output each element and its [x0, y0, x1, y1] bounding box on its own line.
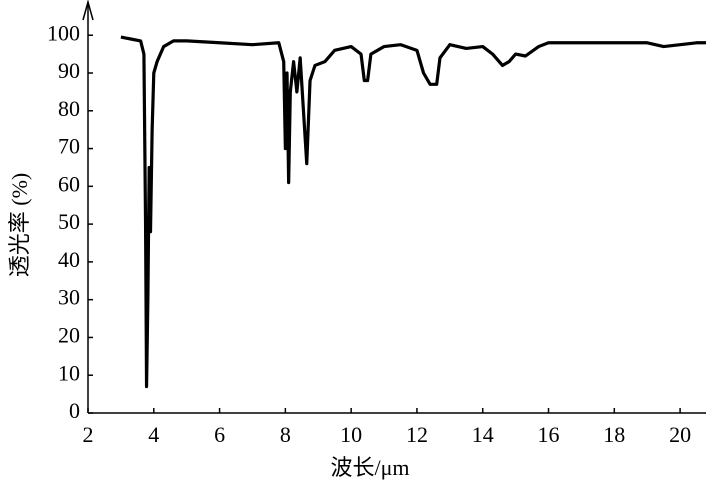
y-tick-label: 20	[58, 322, 80, 347]
y-tick-label: 40	[58, 247, 80, 272]
y-tick-label: 100	[47, 20, 80, 45]
x-tick-label: 10	[340, 422, 362, 447]
x-tick-label: 2	[83, 422, 94, 447]
y-axis-arrow	[82, 0, 94, 21]
spectrum-line	[120, 35, 706, 389]
y-tick-label: 60	[58, 171, 80, 196]
y-tick-label: 80	[58, 96, 80, 121]
x-tick-label: 6	[214, 422, 225, 447]
y-axis-label: 透光率 (%)	[7, 173, 32, 277]
x-tick-label: 4	[148, 422, 159, 447]
x-tick-label: 20	[669, 422, 691, 447]
y-tick-label: 10	[58, 360, 80, 385]
y-tick-label: 70	[58, 134, 80, 159]
y-tick-label: 30	[58, 285, 80, 310]
x-tick-label: 12	[406, 422, 428, 447]
y-tick-label: 0	[69, 398, 80, 423]
y-tick-label: 50	[58, 209, 80, 234]
x-tick-label: 14	[472, 422, 494, 447]
x-tick-label: 18	[603, 422, 625, 447]
x-axis-label: 波长/μm	[330, 455, 409, 480]
y-tick-label: 90	[58, 58, 80, 83]
x-tick-label: 8	[280, 422, 291, 447]
x-tick-label: 16	[538, 422, 560, 447]
